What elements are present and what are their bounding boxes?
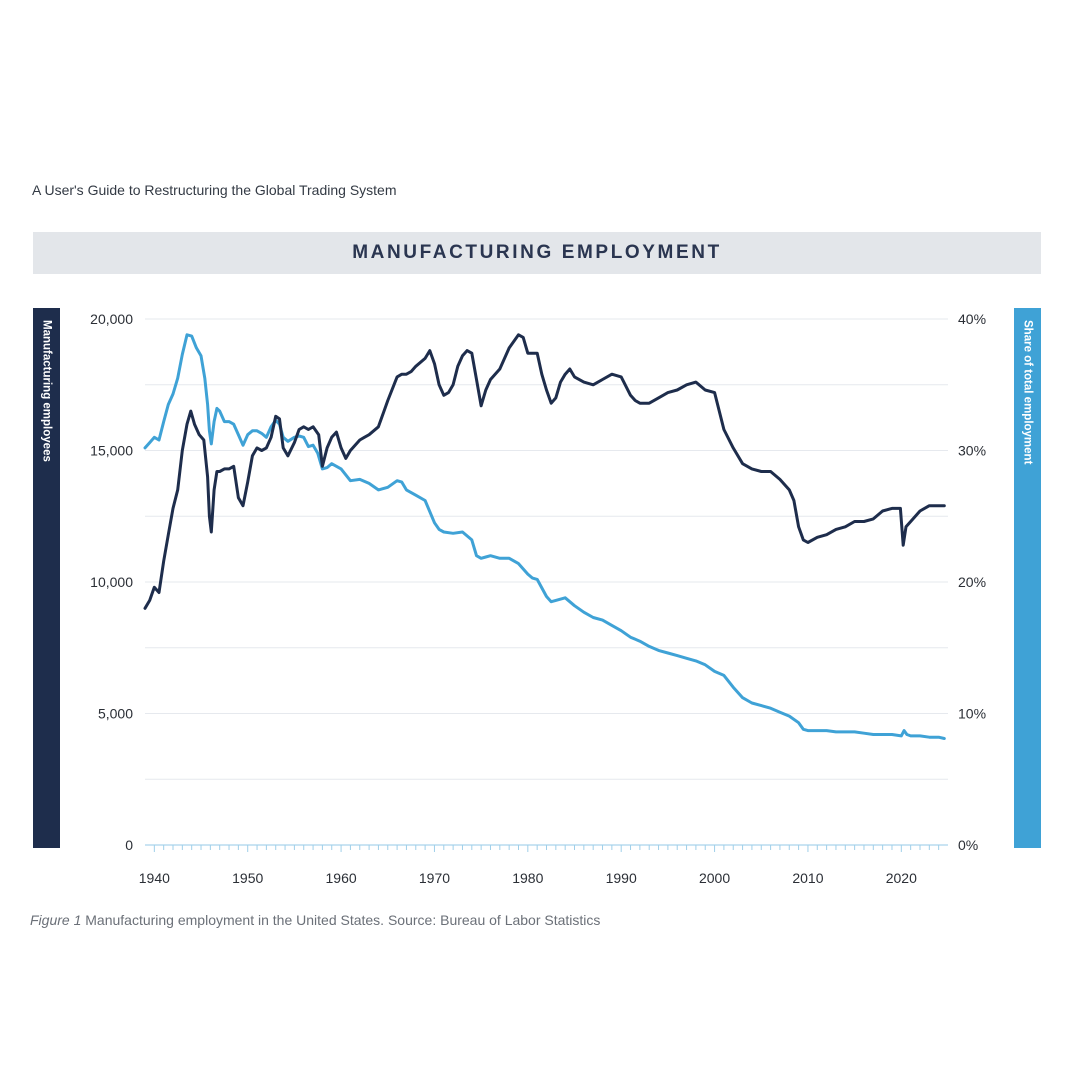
x-tick-label: 2000 — [699, 870, 730, 886]
y-left-tick-label: 0 — [125, 837, 133, 853]
y-right-tick-label: 20% — [958, 574, 986, 590]
y-right-tick-label: 30% — [958, 443, 986, 459]
figure-caption: Figure 1 Manufacturing employment in the… — [30, 912, 600, 928]
y-left-tick-label: 5,000 — [98, 706, 133, 722]
right-axis-label-bar: Share of total employment — [1014, 308, 1041, 848]
series-line-share — [143, 333, 946, 740]
left-axis-label-bar: Manufacturing employees — [33, 308, 60, 848]
y-right-tick-label: 0% — [958, 837, 978, 853]
x-tick-label: 2020 — [886, 870, 917, 886]
series-line-employees — [143, 333, 946, 610]
x-tick-label: 1950 — [232, 870, 263, 886]
chart-title: MANUFACTURING EMPLOYMENT — [352, 242, 722, 263]
y-right-tick-label: 10% — [958, 706, 986, 722]
x-tick-label: 1980 — [512, 870, 543, 886]
y-left-tick-label: 10,000 — [90, 574, 133, 590]
x-tick-label: 1970 — [419, 870, 450, 886]
chart-title-banner: MANUFACTURING EMPLOYMENT — [33, 232, 1041, 274]
document-header: A User's Guide to Restructuring the Glob… — [32, 182, 397, 198]
x-tick-label: 1960 — [326, 870, 357, 886]
figure-caption-text: Manufacturing employment in the United S… — [81, 912, 601, 928]
x-tick-label: 1990 — [606, 870, 637, 886]
figure-label: Figure 1 — [30, 912, 82, 928]
left-axis-label: Manufacturing employees — [40, 320, 53, 462]
right-axis-label: Share of total employment — [1021, 320, 1034, 465]
y-right-tick-label: 40% — [958, 311, 986, 327]
y-left-tick-label: 15,000 — [90, 443, 133, 459]
x-tick-label: 1940 — [139, 870, 170, 886]
y-left-tick-label: 20,000 — [90, 311, 133, 327]
x-tick-label: 2010 — [792, 870, 823, 886]
